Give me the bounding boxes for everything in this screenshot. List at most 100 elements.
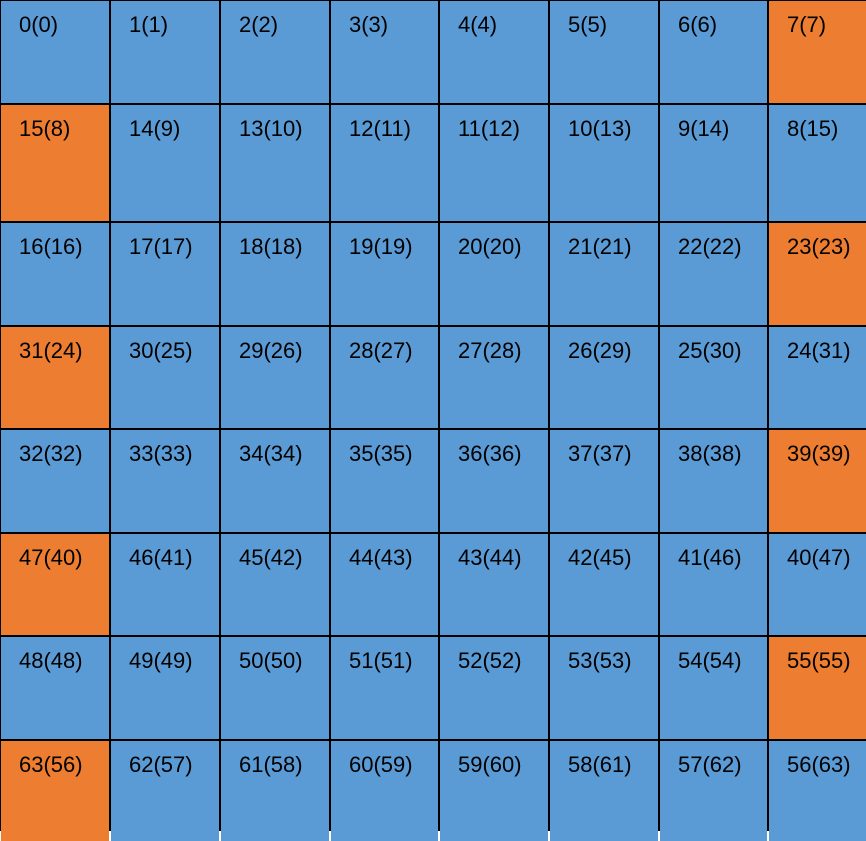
grid-cell: 22(22) bbox=[660, 223, 767, 325]
grid-cell: 26(29) bbox=[550, 327, 658, 428]
cell-label: 46(41) bbox=[129, 545, 193, 570]
cell-label: 55(55) bbox=[787, 648, 851, 673]
cell-label: 45(42) bbox=[239, 545, 303, 570]
cell-label: 9(14) bbox=[678, 116, 730, 141]
grid-cell: 34(34) bbox=[221, 430, 329, 532]
cell-label: 29(26) bbox=[239, 338, 303, 363]
cell-label: 13(10) bbox=[239, 116, 303, 141]
grid-cell: 2(2) bbox=[221, 1, 329, 103]
grid-cell: 11(12) bbox=[440, 105, 548, 221]
cell-label: 60(59) bbox=[349, 752, 413, 777]
grid-cell: 53(53) bbox=[550, 637, 658, 739]
cell-label: 20(20) bbox=[458, 234, 522, 259]
grid-cell: 40(47) bbox=[769, 534, 866, 635]
grid-cell-highlighted: 7(7) bbox=[769, 1, 866, 103]
cell-label: 11(12) bbox=[458, 116, 520, 141]
grid-cell: 50(50) bbox=[221, 637, 329, 739]
cell-label: 43(44) bbox=[458, 545, 522, 570]
cell-label: 52(52) bbox=[458, 648, 522, 673]
grid-cell: 49(49) bbox=[111, 637, 219, 739]
cell-label: 42(45) bbox=[568, 545, 632, 570]
cell-label: 31(24) bbox=[19, 338, 83, 363]
grid-cell: 52(52) bbox=[440, 637, 548, 739]
cell-label: 49(49) bbox=[129, 648, 193, 673]
grid-cell-highlighted: 63(56) bbox=[1, 741, 109, 841]
grid-cell: 54(54) bbox=[660, 637, 767, 739]
grid-cell: 8(15) bbox=[769, 105, 866, 221]
grid-cell: 12(11) bbox=[331, 105, 438, 221]
cell-label: 32(32) bbox=[19, 441, 83, 466]
cell-label: 24(31) bbox=[787, 338, 851, 363]
grid-cell: 43(44) bbox=[440, 534, 548, 635]
grid-cell-highlighted: 47(40) bbox=[1, 534, 109, 635]
grid-cell: 1(1) bbox=[111, 1, 219, 103]
cell-label: 51(51) bbox=[349, 648, 413, 673]
cell-label: 27(28) bbox=[458, 338, 522, 363]
grid-cell: 21(21) bbox=[550, 223, 658, 325]
cell-label: 16(16) bbox=[19, 234, 83, 259]
grid-cell: 20(20) bbox=[440, 223, 548, 325]
cell-label: 5(5) bbox=[568, 12, 608, 37]
grid-cell: 14(9) bbox=[111, 105, 219, 221]
grid-cell: 51(51) bbox=[331, 637, 438, 739]
grid-cell: 5(5) bbox=[550, 1, 658, 103]
cell-label: 37(37) bbox=[568, 441, 632, 466]
cell-label: 57(62) bbox=[678, 752, 742, 777]
cell-label: 2(2) bbox=[239, 12, 279, 37]
grid-cell: 24(31) bbox=[769, 327, 866, 428]
cell-label: 18(18) bbox=[239, 234, 303, 259]
cell-label: 30(25) bbox=[129, 338, 193, 363]
grid-cell: 0(0) bbox=[1, 1, 109, 103]
grid-cell: 13(10) bbox=[221, 105, 329, 221]
cell-label: 10(13) bbox=[568, 116, 632, 141]
grid-cell: 4(4) bbox=[440, 1, 548, 103]
cell-label: 62(57) bbox=[129, 752, 193, 777]
grid-cell: 32(32) bbox=[1, 430, 109, 532]
cell-label: 14(9) bbox=[129, 116, 181, 141]
cell-label: 25(30) bbox=[678, 338, 742, 363]
cell-label: 59(60) bbox=[458, 752, 522, 777]
grid-cell: 16(16) bbox=[1, 223, 109, 325]
cell-label: 54(54) bbox=[678, 648, 742, 673]
grid-cell: 3(3) bbox=[331, 1, 438, 103]
grid-cell: 58(61) bbox=[550, 741, 658, 841]
grid-cell: 18(18) bbox=[221, 223, 329, 325]
grid-cell-highlighted: 23(23) bbox=[769, 223, 866, 325]
cell-label: 12(11) bbox=[349, 116, 411, 141]
cell-label: 53(53) bbox=[568, 648, 632, 673]
grid-cell: 44(43) bbox=[331, 534, 438, 635]
cell-label: 15(8) bbox=[19, 116, 71, 141]
grid-cell-highlighted: 31(24) bbox=[1, 327, 109, 428]
cell-label: 26(29) bbox=[568, 338, 632, 363]
cell-label: 39(39) bbox=[787, 441, 851, 466]
grid-cell: 9(14) bbox=[660, 105, 767, 221]
grid-cell: 25(30) bbox=[660, 327, 767, 428]
grid-cell: 10(13) bbox=[550, 105, 658, 221]
cell-label: 44(43) bbox=[349, 545, 413, 570]
cell-label: 48(48) bbox=[19, 648, 83, 673]
cell-label: 35(35) bbox=[349, 441, 413, 466]
grid-cell: 6(6) bbox=[660, 1, 767, 103]
grid-cell: 48(48) bbox=[1, 637, 109, 739]
grid-cell: 41(46) bbox=[660, 534, 767, 635]
grid-cell: 30(25) bbox=[111, 327, 219, 428]
cell-label: 41(46) bbox=[678, 545, 742, 570]
grid-cell: 62(57) bbox=[111, 741, 219, 841]
cell-label: 22(22) bbox=[678, 234, 742, 259]
cell-label: 6(6) bbox=[678, 12, 718, 37]
grid-cell-highlighted: 55(55) bbox=[769, 637, 866, 739]
cell-label: 58(61) bbox=[568, 752, 632, 777]
grid-cell: 35(35) bbox=[331, 430, 438, 532]
grid-cell: 38(38) bbox=[660, 430, 767, 532]
grid-cell: 59(60) bbox=[440, 741, 548, 841]
grid-cell: 57(62) bbox=[660, 741, 767, 841]
grid-cell: 45(42) bbox=[221, 534, 329, 635]
grid-cell: 46(41) bbox=[111, 534, 219, 635]
grid-cell: 17(17) bbox=[111, 223, 219, 325]
grid-cell: 27(28) bbox=[440, 327, 548, 428]
cell-label: 4(4) bbox=[458, 12, 498, 37]
cell-label: 61(58) bbox=[239, 752, 303, 777]
cell-label: 36(36) bbox=[458, 441, 522, 466]
cell-label: 40(47) bbox=[787, 545, 851, 570]
